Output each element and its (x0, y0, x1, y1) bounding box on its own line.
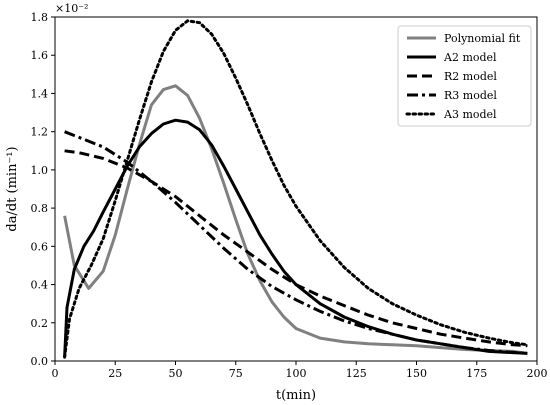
y-tick-label: 0.2 (31, 317, 49, 330)
legend-label-4: R3 model (444, 89, 497, 102)
legend-label-5: A3 model (443, 108, 497, 121)
legend-label-3: R2 model (444, 70, 497, 83)
series-layer (63, 19, 529, 359)
y-scale-note: ×10⁻² (55, 2, 88, 15)
plot-frame (54, 16, 538, 362)
y-tick-label: 1.4 (31, 87, 49, 100)
x-tick-label: 125 (346, 367, 367, 380)
y-tick-label: 1.2 (31, 126, 49, 139)
x-tick-label: 75 (229, 367, 243, 380)
ticks-layer: 0 25 50 75 100 125 150 175 200 0.0 0.2 0.4 0.6 0.8 1.0… (31, 11, 548, 380)
series-line-1 (63, 84, 528, 355)
y-tick-label: 1.8 (31, 11, 49, 24)
series-line-4 (64, 130, 528, 355)
x-tick-label: 150 (406, 367, 427, 380)
y-tick-label: 1.6 (31, 49, 49, 62)
y-tick-label: 0.6 (31, 240, 49, 253)
x-tick-label: 0 (52, 367, 59, 380)
y-tick-label: 0.4 (31, 279, 49, 292)
series-line-5 (63, 19, 529, 359)
series-line-3 (64, 149, 528, 348)
y-axis-label: da/dt (min⁻¹) (5, 146, 20, 231)
series-line-2 (63, 118, 528, 358)
legend-label-2: A2 model (443, 51, 497, 64)
x-tick-label: 175 (466, 367, 487, 380)
x-tick-label: 100 (286, 367, 307, 380)
y-tick-label: 1.0 (31, 164, 49, 177)
x-tick-label: 200 (527, 367, 548, 380)
legend-box (397, 25, 532, 127)
y-tick-label: 0.0 (31, 355, 49, 368)
x-tick-label: 25 (108, 367, 122, 380)
legend-label-1: Polynomial fit (444, 32, 521, 45)
x-tick-label: 50 (169, 367, 183, 380)
legend: Polynomial fit A2 model R2 model R3 model A3… (397, 25, 532, 127)
x-axis-label: t(min) (276, 388, 316, 403)
y-tick-label: 0.8 (31, 202, 49, 215)
